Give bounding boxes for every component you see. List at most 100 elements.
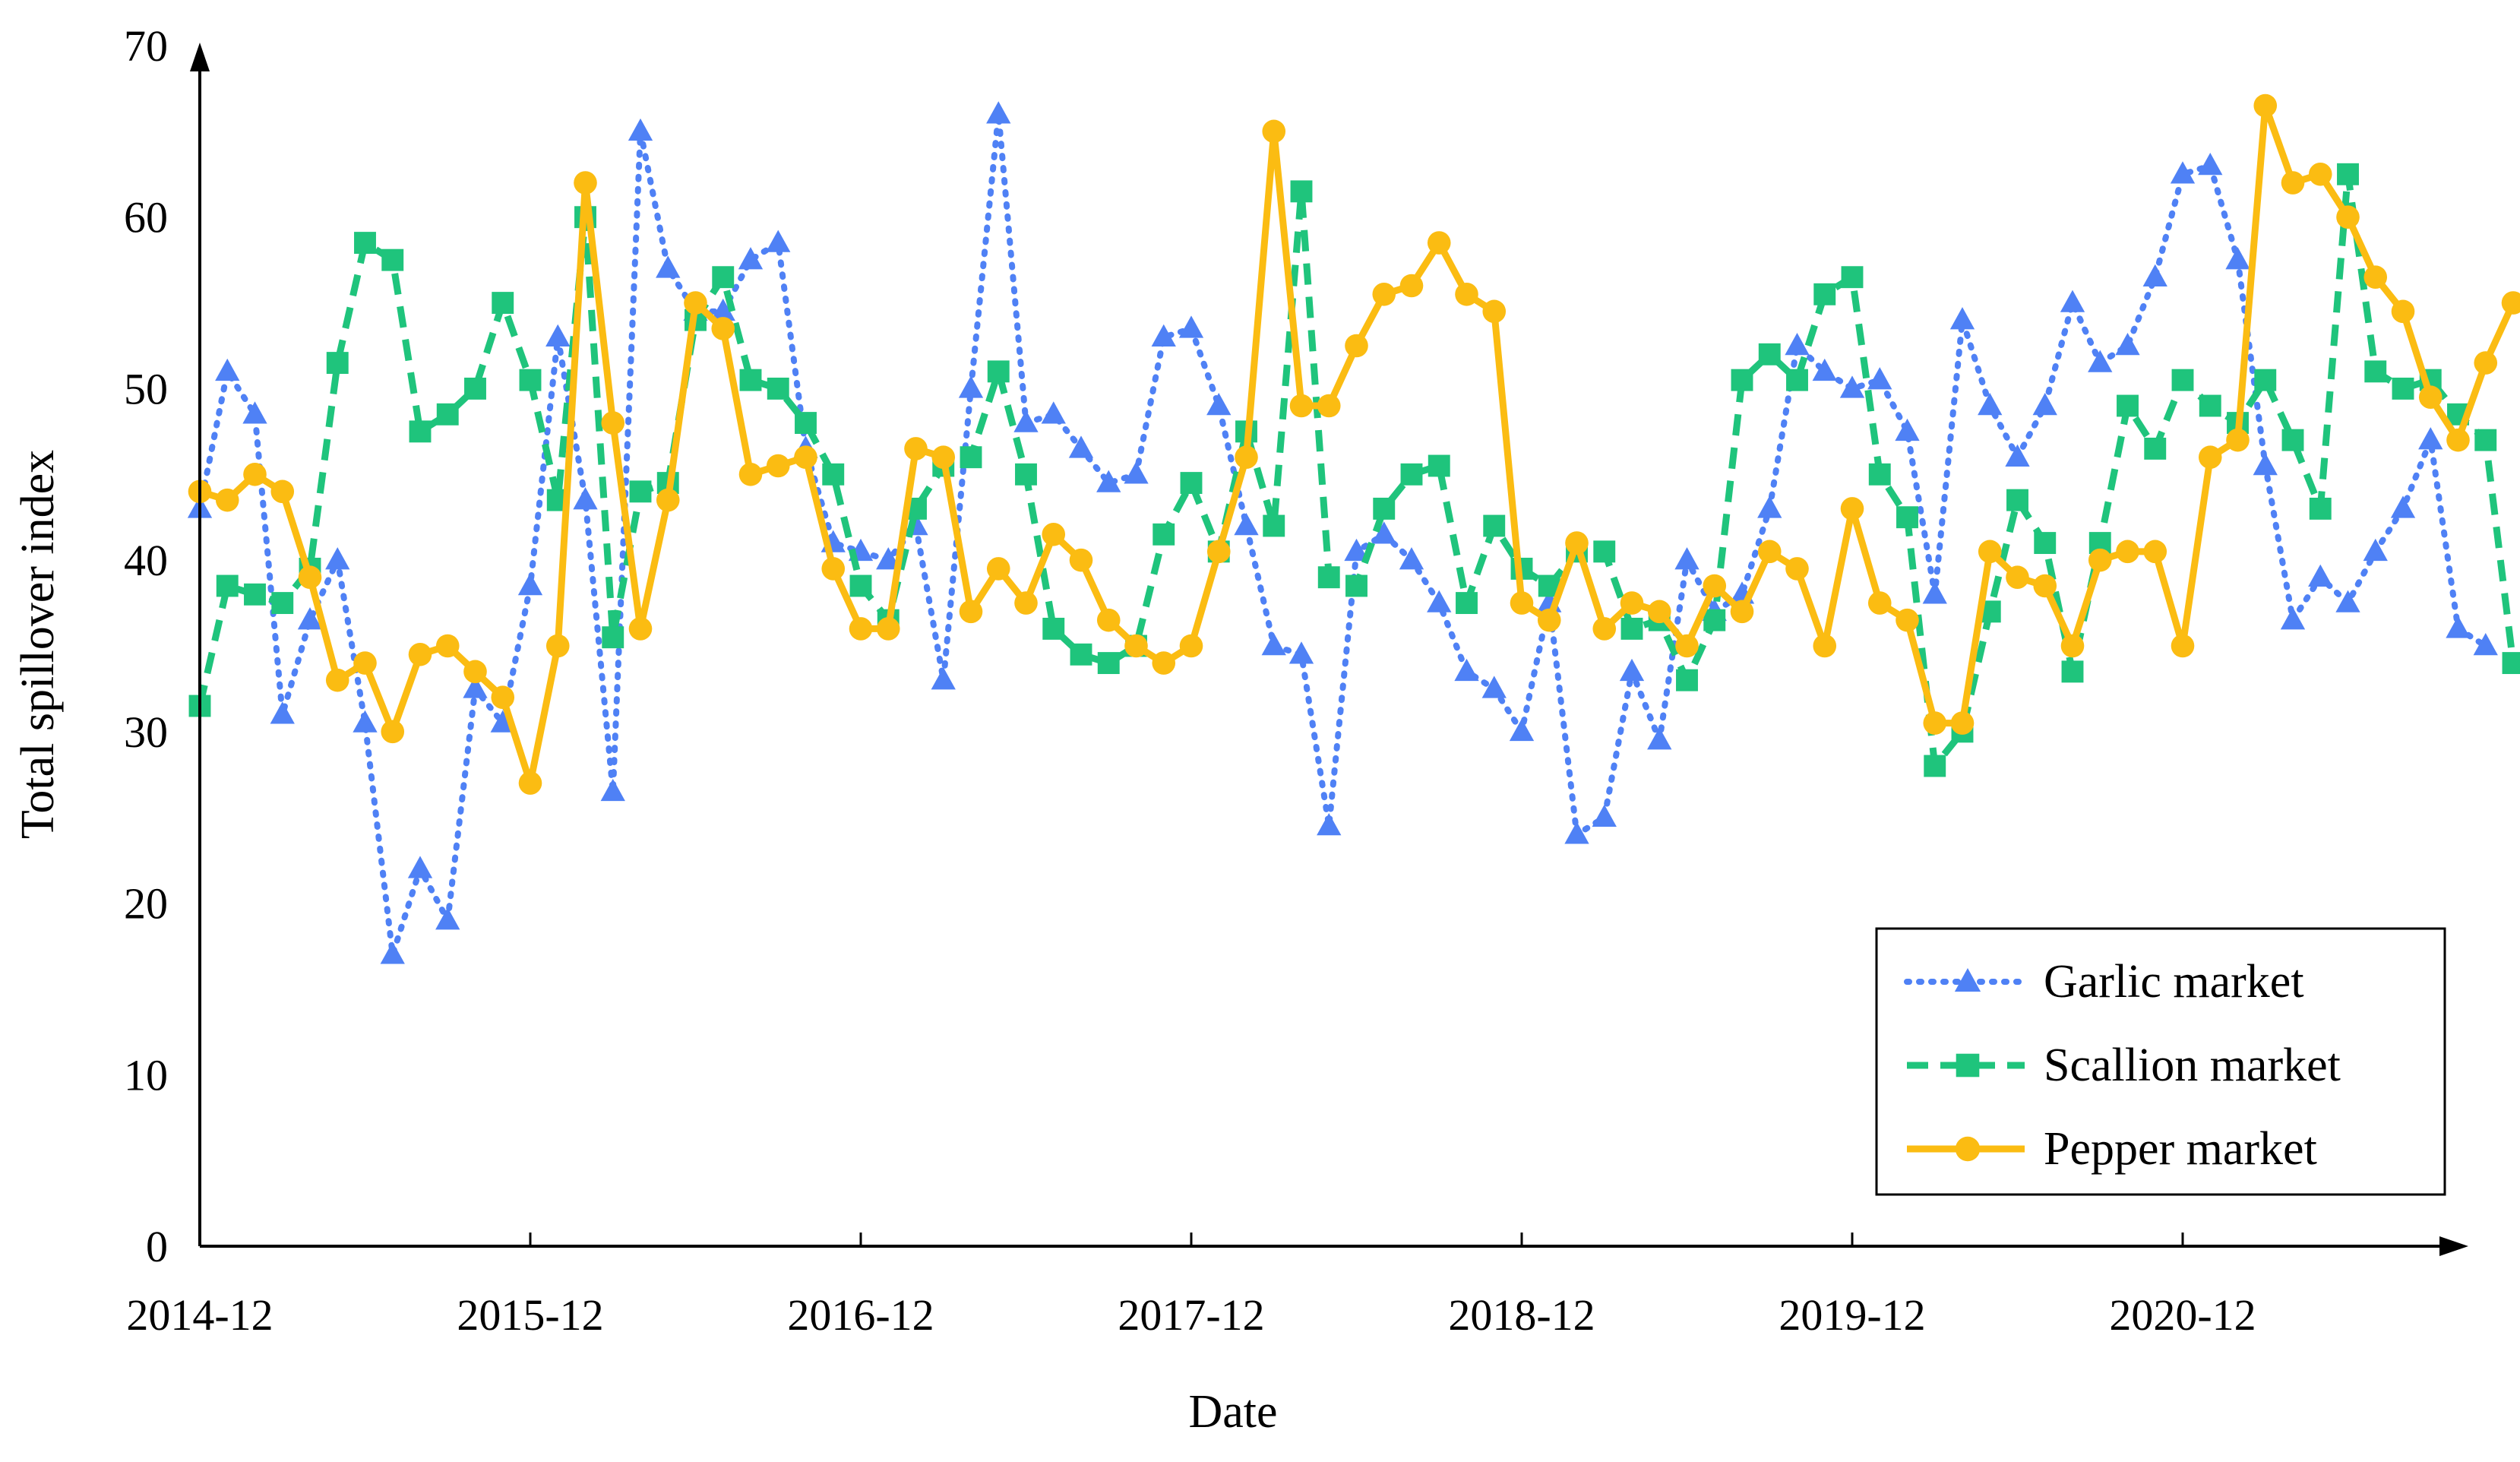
data-point — [2116, 540, 2139, 564]
data-point — [1178, 315, 1204, 338]
data-point — [1317, 566, 1340, 589]
data-point — [1867, 367, 1892, 390]
y-tick-label: 20 — [124, 879, 168, 929]
data-point — [1317, 813, 1342, 836]
data-point — [545, 324, 571, 347]
data-point — [2336, 205, 2360, 229]
data-point — [1868, 463, 1891, 486]
data-point — [2060, 290, 2085, 312]
data-point — [2006, 565, 2029, 590]
data-point — [298, 565, 322, 590]
data-point — [1483, 514, 1506, 537]
data-point — [2225, 247, 2250, 270]
data-point — [1152, 523, 1175, 546]
data-point — [2363, 265, 2388, 290]
data-point — [1867, 591, 1892, 615]
data-point — [821, 557, 846, 581]
data-point — [1096, 470, 1121, 492]
data-point — [2199, 394, 2221, 417]
data-point — [1068, 435, 1094, 458]
data-point — [244, 583, 266, 606]
data-point — [2117, 394, 2139, 417]
data-point — [2281, 171, 2305, 195]
data-point — [987, 360, 1010, 383]
legend-label: Scallion market — [2044, 1040, 2341, 1091]
x-tick-label: 2018-12 — [1448, 1290, 1595, 1340]
data-point — [2308, 162, 2332, 186]
data-point — [1235, 445, 1258, 470]
data-point — [2171, 634, 2195, 658]
y-tick-label: 50 — [124, 364, 168, 413]
data-point — [1481, 676, 1507, 698]
data-point — [1261, 633, 1286, 656]
data-point — [2280, 607, 2306, 630]
data-point — [1510, 591, 1534, 615]
data-point — [1647, 727, 1672, 750]
data-point — [435, 907, 460, 930]
data-point — [1399, 274, 1424, 298]
data-point — [738, 247, 764, 270]
data-point — [1069, 548, 1093, 572]
axis-layer — [190, 43, 2468, 1256]
data-point — [463, 676, 488, 698]
data-point — [1757, 540, 1782, 564]
data-point — [270, 479, 295, 504]
data-point — [1263, 514, 1285, 537]
data-point — [2473, 633, 2498, 656]
data-point — [767, 377, 789, 400]
data-point — [1840, 497, 1864, 521]
data-point — [2226, 428, 2250, 452]
data-point — [2033, 574, 2057, 598]
data-point — [876, 617, 900, 641]
data-point — [1288, 641, 1314, 664]
y-tick-label: 30 — [124, 707, 168, 757]
data-point — [2061, 660, 2084, 683]
data-point — [1344, 538, 1369, 562]
series-line — [197, 111, 2489, 958]
data-point — [931, 445, 956, 470]
data-point — [958, 375, 984, 398]
data-point — [739, 369, 762, 391]
data-point — [407, 856, 433, 878]
data-point — [1014, 591, 1038, 615]
data-point — [1620, 617, 1643, 640]
data-point — [2390, 495, 2416, 518]
x-axis-arrow — [2439, 1236, 2468, 1256]
data-point — [986, 557, 1010, 581]
data-point — [215, 358, 240, 381]
data-point — [1455, 282, 1478, 306]
data-point — [353, 710, 378, 733]
series-layer — [187, 93, 2520, 964]
data-point — [2170, 161, 2196, 184]
data-point — [1345, 574, 1368, 597]
data-point — [1730, 600, 1754, 624]
data-point — [1427, 590, 1452, 612]
data-point — [2115, 333, 2140, 356]
data-point — [1482, 299, 1507, 324]
data-point — [1813, 634, 1837, 658]
series-garlic-market — [187, 101, 2498, 964]
data-point — [1345, 334, 1368, 358]
data-point — [381, 720, 405, 744]
data-point — [602, 626, 624, 649]
data-point — [2253, 93, 2278, 118]
data-point — [2446, 428, 2470, 452]
data-point — [629, 480, 652, 503]
data-point — [1206, 540, 1231, 564]
data-point — [1152, 651, 1176, 675]
data-point — [243, 462, 267, 486]
data-point — [2446, 615, 2471, 638]
data-point — [1124, 461, 1149, 484]
data-point — [1015, 463, 1037, 486]
data-point — [1978, 540, 2002, 564]
data-point — [1399, 547, 1424, 570]
data-point — [822, 463, 845, 486]
data-point — [1812, 358, 1837, 381]
data-point — [1456, 592, 1478, 615]
data-point — [270, 701, 295, 724]
data-point — [1896, 608, 1919, 632]
data-point — [463, 660, 487, 684]
data-point — [491, 685, 515, 710]
data-point — [711, 317, 735, 340]
